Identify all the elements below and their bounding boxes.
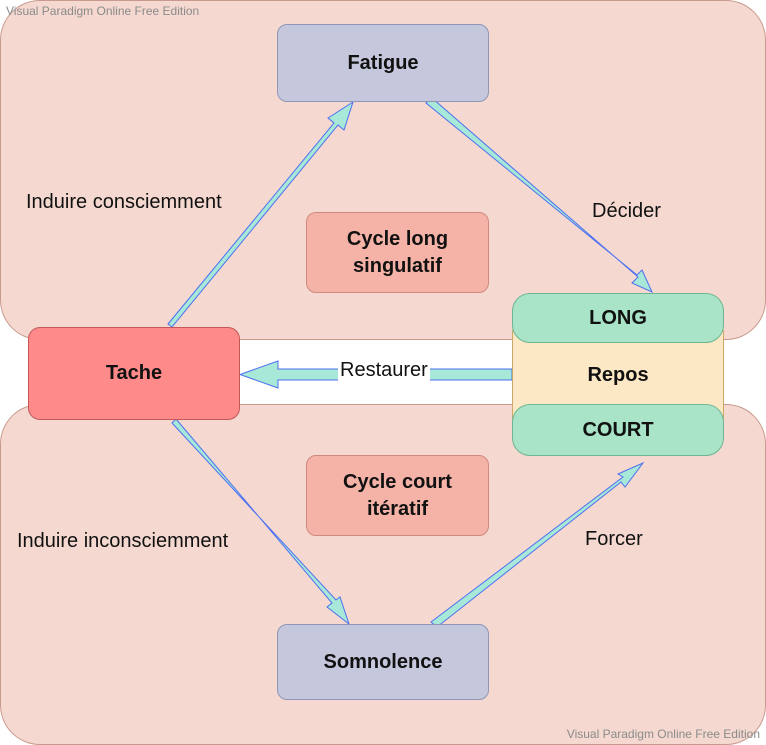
tache-node: Tache (28, 327, 240, 420)
watermark-top: Visual Paradigm Online Free Edition (6, 4, 200, 18)
arrow-tache-to-fatigue (167, 100, 354, 328)
cycle-court-node: Cycle court itératif (306, 455, 489, 536)
arrow-fatigue-to-repos (425, 97, 654, 293)
edge-label-decider: Décider (592, 200, 661, 222)
edge-label-induire-inconsciemment: Induire inconsciemment (17, 530, 229, 552)
fatigue-label: Fatigue (347, 51, 419, 74)
cycle-long-label: Cycle long singulatif (346, 227, 449, 277)
cycle-court-label: Cycle court itératif (343, 470, 452, 520)
edge-label-forcer: Forcer (585, 528, 643, 550)
long-label: LONG (589, 306, 647, 329)
edge-label-induire-consciemment: Induire consciemment (26, 191, 222, 213)
repos-court-segment: COURT (512, 404, 724, 456)
repos-long-segment: LONG (512, 293, 724, 343)
somnolence-node: Somnolence (277, 624, 489, 700)
cycle-long-node: Cycle long singulatif (306, 212, 489, 293)
tache-label: Tache (105, 362, 163, 384)
somnolence-label: Somnolence (323, 650, 443, 673)
edge-label-restaurer: Restaurer (338, 359, 430, 382)
court-label: COURT (582, 418, 654, 441)
repos-label: Repos (587, 363, 649, 386)
arrow-somnolence-to-court (430, 461, 645, 628)
fatigue-node: Fatigue (277, 24, 489, 102)
watermark-bottom: Visual Paradigm Online Free Edition (566, 727, 760, 741)
arrow-tache-to-somnolence (171, 418, 350, 626)
